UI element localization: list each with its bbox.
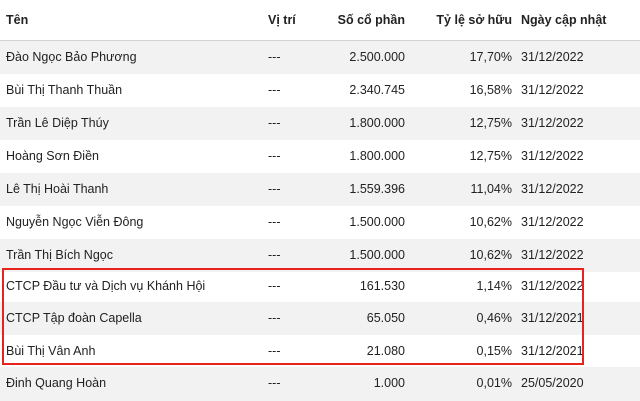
row-name: Đào Ngọc Bảo Phương — [6, 50, 137, 64]
row-shares: 2.500.000 — [349, 50, 405, 64]
row-updated: 31/12/2022 — [521, 182, 584, 196]
header-position: Vị trí — [268, 13, 296, 27]
row-ownership: 17,70% — [469, 50, 512, 64]
row-ownership: 12,75% — [469, 149, 512, 163]
row-ownership: 0,15% — [476, 344, 512, 358]
row-ownership: 16,58% — [469, 83, 512, 97]
table-row: Trần Lê Diệp Thúy --- 1.800.000 12,75% 3… — [0, 107, 640, 140]
row-name: Bùi Thị Vân Anh — [6, 344, 96, 358]
row-updated: 31/12/2021 — [521, 344, 584, 358]
row-shares: 1.500.000 — [349, 248, 405, 262]
row-ownership: 0,01% — [476, 376, 512, 390]
header-updated: Ngày cập nhật — [521, 13, 607, 27]
table-row: Trần Thị Bích Ngọc --- 1.500.000 10,62% … — [0, 239, 640, 272]
table-row: Hoàng Sơn Điền --- 1.800.000 12,75% 31/1… — [0, 140, 640, 173]
row-name: Lê Thị Hoài Thanh — [6, 182, 109, 196]
header-name: Tên — [6, 13, 29, 27]
row-updated: 31/12/2022 — [521, 83, 584, 97]
row-ownership: 1,14% — [476, 279, 512, 293]
row-position: --- — [268, 279, 281, 293]
row-shares: 1.800.000 — [349, 116, 405, 130]
table-row: Bùi Thị Thanh Thuần --- 2.340.745 16,58%… — [0, 74, 640, 107]
row-name: Trần Thị Bích Ngọc — [6, 248, 113, 262]
table-header: Tên Vị trí Số cổ phần Tỷ lệ sở hữu Ngày … — [0, 0, 640, 41]
row-shares: 1.800.000 — [349, 149, 405, 163]
row-shares: 1.000 — [373, 376, 405, 390]
row-name: Nguyễn Ngọc Viễn Đông — [6, 215, 144, 229]
row-position: --- — [268, 215, 281, 229]
table-row: Lê Thị Hoài Thanh --- 1.559.396 11,04% 3… — [0, 173, 640, 206]
row-ownership: 0,46% — [476, 311, 512, 325]
row-updated: 31/12/2022 — [521, 149, 584, 163]
row-updated: 31/12/2022 — [521, 116, 584, 130]
row-name: Hoàng Sơn Điền — [6, 149, 99, 163]
row-shares: 161.530 — [359, 279, 405, 293]
row-position: --- — [268, 248, 281, 262]
row-updated: 25/05/2020 — [521, 376, 584, 390]
table-row: CTCP Đầu tư và Dịch vụ Khánh Hội --- 161… — [0, 270, 640, 303]
row-updated: 31/12/2022 — [521, 279, 584, 293]
table-row: CTCP Tập đoàn Capella --- 65.050 0,46% 3… — [0, 302, 640, 335]
row-shares: 1.500.000 — [349, 215, 405, 229]
row-position: --- — [268, 311, 281, 325]
row-updated: 31/12/2022 — [521, 50, 584, 64]
row-ownership: 10,62% — [469, 248, 512, 262]
row-position: --- — [268, 83, 281, 97]
row-name: Trần Lê Diệp Thúy — [6, 116, 109, 130]
row-shares: 21.080 — [366, 344, 405, 358]
row-position: --- — [268, 376, 281, 390]
row-name: Bùi Thị Thanh Thuần — [6, 83, 123, 97]
row-position: --- — [268, 50, 281, 64]
row-name: CTCP Tập đoàn Capella — [6, 311, 142, 325]
row-position: --- — [268, 149, 281, 163]
row-position: --- — [268, 344, 281, 358]
table-row: Đinh Quang Hoàn --- 1.000 0,01% 25/05/20… — [0, 367, 640, 401]
row-shares: 65.050 — [366, 311, 405, 325]
row-updated: 31/12/2021 — [521, 311, 584, 325]
table-row: Nguyễn Ngọc Viễn Đông --- 1.500.000 10,6… — [0, 206, 640, 239]
row-updated: 31/12/2022 — [521, 215, 584, 229]
table-row: Đào Ngọc Bảo Phương --- 2.500.000 17,70%… — [0, 41, 640, 74]
row-updated: 31/12/2022 — [521, 248, 584, 262]
row-name: Đinh Quang Hoàn — [6, 376, 107, 390]
table-row: Bùi Thị Vân Anh --- 21.080 0,15% 31/12/2… — [0, 335, 640, 368]
row-position: --- — [268, 182, 281, 196]
row-name: CTCP Đầu tư và Dịch vụ Khánh Hội — [6, 279, 206, 293]
header-shares: Số cổ phần — [337, 13, 405, 27]
row-ownership: 10,62% — [469, 215, 512, 229]
row-ownership: 11,04% — [470, 182, 512, 196]
header-ownership: Tỷ lệ sở hữu — [436, 13, 512, 27]
row-ownership: 12,75% — [469, 116, 512, 130]
row-shares: 1.559.396 — [349, 182, 405, 196]
row-position: --- — [268, 116, 281, 130]
row-shares: 2.340.745 — [349, 83, 405, 97]
